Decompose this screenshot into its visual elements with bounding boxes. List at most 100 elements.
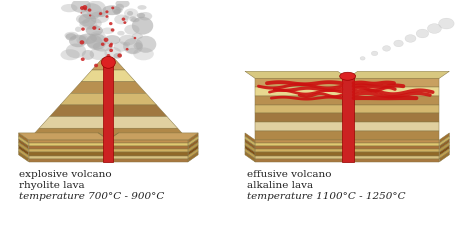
Ellipse shape xyxy=(124,8,138,18)
Text: temperature 700°C - 900°C: temperature 700°C - 900°C xyxy=(18,192,164,201)
Ellipse shape xyxy=(98,12,106,17)
Ellipse shape xyxy=(90,47,107,60)
Polygon shape xyxy=(245,136,255,146)
Ellipse shape xyxy=(118,54,122,58)
Polygon shape xyxy=(245,149,255,159)
Ellipse shape xyxy=(75,27,82,32)
Polygon shape xyxy=(60,93,156,105)
Ellipse shape xyxy=(102,5,121,15)
Text: explosive volcano: explosive volcano xyxy=(18,170,111,179)
Polygon shape xyxy=(109,143,188,146)
Polygon shape xyxy=(255,114,347,122)
Ellipse shape xyxy=(123,15,129,20)
Ellipse shape xyxy=(81,12,82,14)
Polygon shape xyxy=(439,136,449,146)
Polygon shape xyxy=(439,152,449,162)
Ellipse shape xyxy=(134,37,136,39)
Polygon shape xyxy=(347,140,439,143)
Polygon shape xyxy=(439,142,449,152)
Polygon shape xyxy=(439,149,449,159)
Ellipse shape xyxy=(85,0,106,17)
Ellipse shape xyxy=(129,16,137,22)
Ellipse shape xyxy=(90,11,109,23)
Polygon shape xyxy=(18,136,28,146)
Ellipse shape xyxy=(117,31,125,35)
Polygon shape xyxy=(109,149,188,152)
Ellipse shape xyxy=(79,14,96,27)
Ellipse shape xyxy=(61,49,80,60)
Text: alkaline lava: alkaline lava xyxy=(247,181,313,190)
Ellipse shape xyxy=(114,15,128,24)
Polygon shape xyxy=(347,143,439,146)
Ellipse shape xyxy=(138,12,152,20)
Ellipse shape xyxy=(81,57,85,61)
Ellipse shape xyxy=(110,43,113,45)
Polygon shape xyxy=(28,149,109,152)
Ellipse shape xyxy=(405,35,416,42)
Bar xyxy=(342,76,354,162)
Text: effusive volcano: effusive volcano xyxy=(247,170,331,179)
Ellipse shape xyxy=(111,6,114,9)
Polygon shape xyxy=(39,117,178,128)
Ellipse shape xyxy=(76,35,89,45)
Ellipse shape xyxy=(76,14,91,24)
Polygon shape xyxy=(18,133,28,143)
Ellipse shape xyxy=(116,0,129,8)
Polygon shape xyxy=(188,149,198,159)
Polygon shape xyxy=(28,152,109,155)
Ellipse shape xyxy=(394,40,403,47)
Polygon shape xyxy=(109,140,188,143)
Ellipse shape xyxy=(119,35,136,45)
Ellipse shape xyxy=(83,7,87,10)
Ellipse shape xyxy=(109,49,113,52)
Ellipse shape xyxy=(122,18,125,21)
Ellipse shape xyxy=(116,4,124,11)
Ellipse shape xyxy=(71,0,91,13)
Polygon shape xyxy=(188,145,198,155)
Polygon shape xyxy=(245,71,347,78)
Ellipse shape xyxy=(416,29,428,38)
Polygon shape xyxy=(18,149,28,159)
Polygon shape xyxy=(347,87,439,96)
Polygon shape xyxy=(255,143,347,146)
Ellipse shape xyxy=(92,26,96,30)
Ellipse shape xyxy=(69,35,87,47)
Ellipse shape xyxy=(360,57,365,60)
Polygon shape xyxy=(255,152,347,155)
Polygon shape xyxy=(109,146,188,149)
Polygon shape xyxy=(347,131,439,140)
Ellipse shape xyxy=(101,28,114,34)
Polygon shape xyxy=(347,96,439,105)
Polygon shape xyxy=(71,82,146,93)
Ellipse shape xyxy=(61,4,78,12)
Ellipse shape xyxy=(371,51,378,56)
Polygon shape xyxy=(188,139,198,149)
Ellipse shape xyxy=(127,11,133,16)
Ellipse shape xyxy=(99,28,100,30)
Polygon shape xyxy=(82,70,136,82)
Text: rhyolite lava: rhyolite lava xyxy=(18,181,84,190)
Ellipse shape xyxy=(82,50,94,60)
Polygon shape xyxy=(28,128,188,140)
Polygon shape xyxy=(255,122,347,131)
Polygon shape xyxy=(109,159,188,162)
Ellipse shape xyxy=(65,33,76,40)
Ellipse shape xyxy=(128,48,138,54)
Polygon shape xyxy=(347,78,439,87)
Bar xyxy=(103,58,113,162)
Ellipse shape xyxy=(428,24,441,33)
Ellipse shape xyxy=(109,22,112,25)
Ellipse shape xyxy=(109,44,113,47)
Ellipse shape xyxy=(113,9,120,15)
Ellipse shape xyxy=(79,20,97,30)
Polygon shape xyxy=(188,133,198,143)
Polygon shape xyxy=(255,149,347,152)
Polygon shape xyxy=(28,155,109,159)
Ellipse shape xyxy=(131,18,140,22)
Polygon shape xyxy=(109,133,198,140)
Polygon shape xyxy=(439,133,449,143)
Ellipse shape xyxy=(340,72,356,80)
Ellipse shape xyxy=(114,41,128,52)
Text: temperature 1100°C - 1250°C: temperature 1100°C - 1250°C xyxy=(247,192,406,201)
Ellipse shape xyxy=(86,25,103,36)
